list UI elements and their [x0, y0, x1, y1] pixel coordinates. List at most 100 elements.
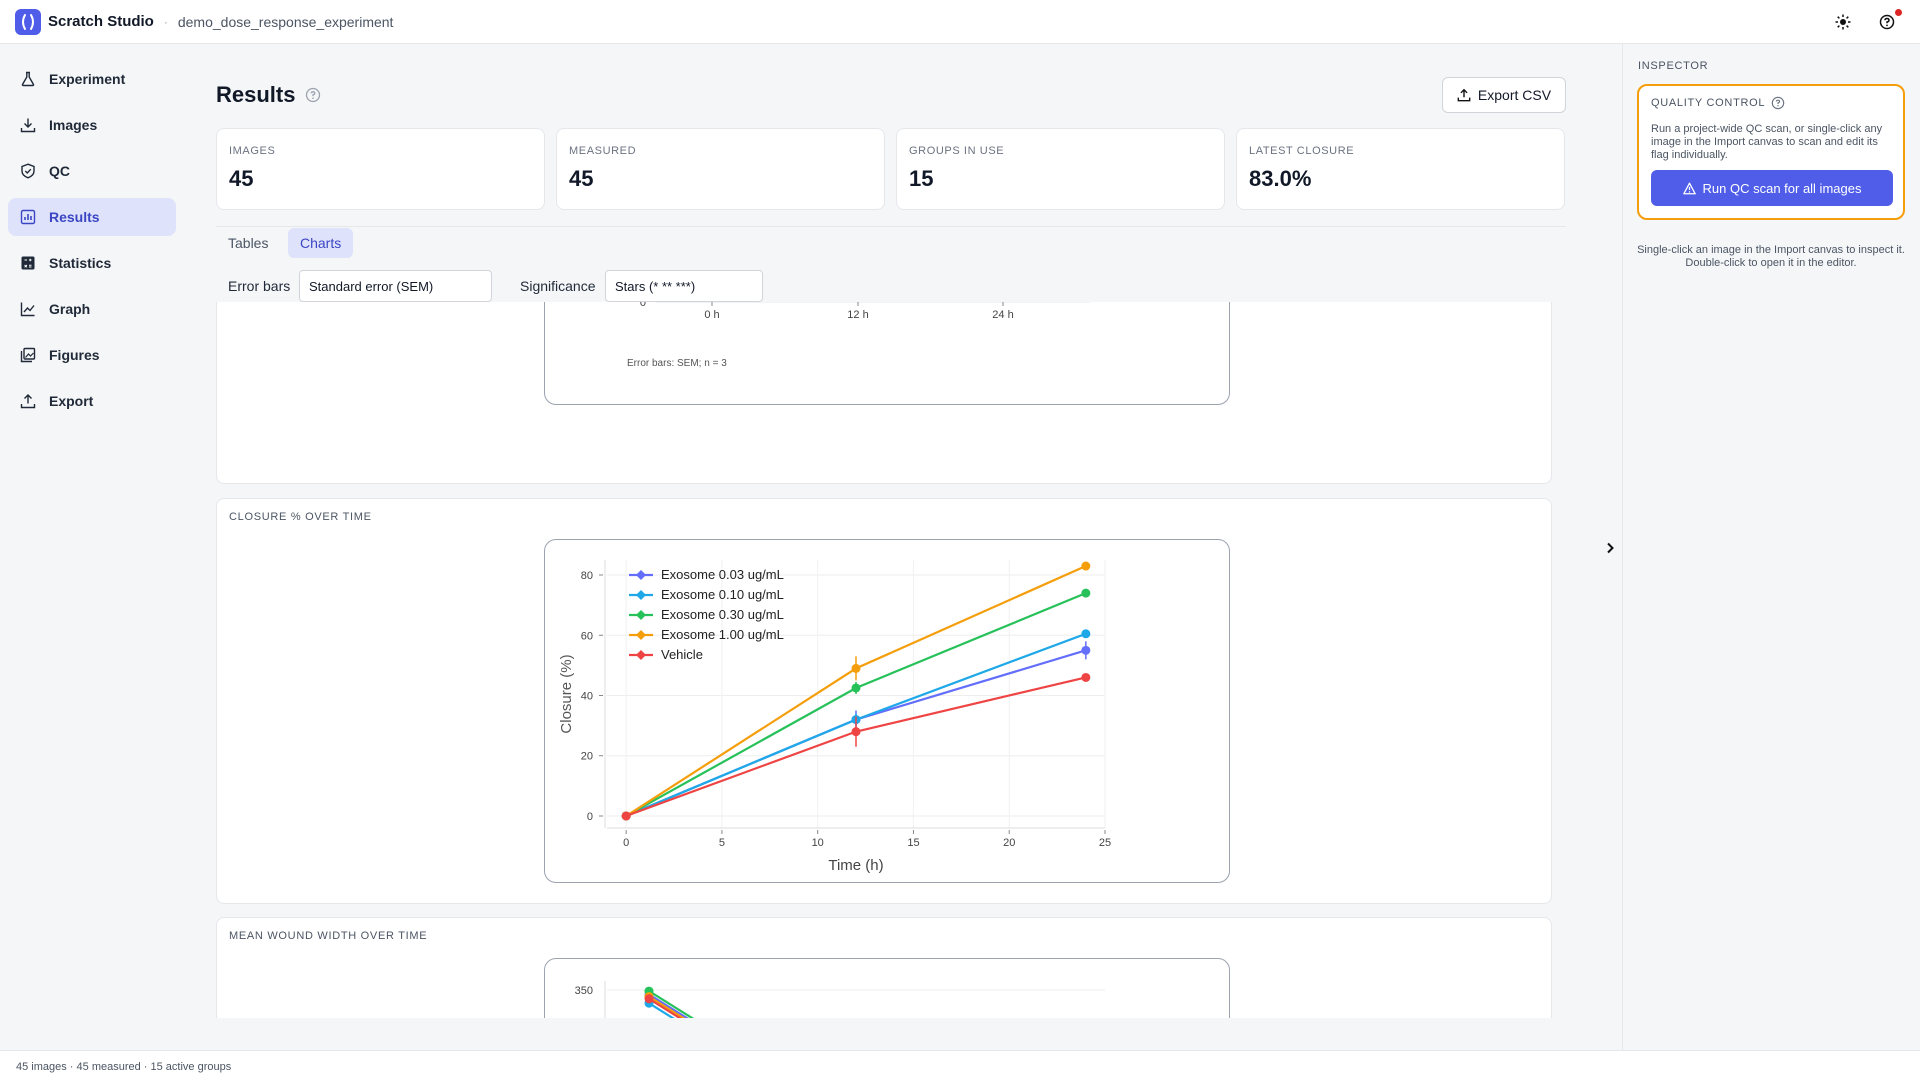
- significance-label: Significance: [520, 278, 596, 294]
- error-bars-select[interactable]: Standard error (SEM): [299, 270, 492, 302]
- export-csv-label: Export CSV: [1477, 87, 1552, 103]
- help-circle-icon[interactable]: [305, 87, 321, 103]
- nav-item-statistics[interactable]: Statistics: [8, 244, 176, 282]
- stat-label: MEASURED: [569, 145, 637, 157]
- inspector-divider: [1622, 44, 1623, 1050]
- qc-title: QUALITY CONTROL: [1651, 97, 1766, 109]
- hint-line: Single-click an image in the Import canv…: [1637, 244, 1905, 256]
- chart-title: CLOSURE % OVER TIME: [229, 511, 372, 523]
- data-point: [1081, 629, 1091, 639]
- inspector-panel: INSPECTOR QUALITY CONTROL Run a project-…: [1623, 44, 1920, 1050]
- tabs-divider: [216, 226, 1566, 227]
- bar-chart: 0200000Me0 h12 h24 h******Error bars: SE…: [627, 302, 1090, 369]
- images-icon: [20, 347, 36, 363]
- stat-card-groups: GROUPS IN USE 15: [896, 128, 1225, 210]
- main-content: Results Export CSV IMAGES 45 MEASURED 45…: [184, 44, 1623, 1050]
- series-line: [648, 993, 689, 1018]
- data-point: [1081, 645, 1091, 655]
- nav-item-results[interactable]: Results: [8, 198, 176, 236]
- closure-line-chart: 0 20 40 60 80 0 5 10 15 20 25 Time (h) Closure (%) Ex…: [558, 560, 1111, 874]
- nav-label: Figures: [49, 347, 100, 363]
- sun-icon: [1835, 14, 1851, 30]
- stat-value: 83.0%: [1249, 166, 1312, 191]
- tab-charts[interactable]: Charts: [288, 228, 354, 258]
- y-tick-label: 20: [581, 751, 593, 763]
- nav-label: QC: [49, 163, 70, 179]
- sidebar: Experiment Images QC Results Statistics …: [0, 44, 184, 1067]
- significance-select[interactable]: Stars (* ** ***): [605, 270, 763, 302]
- upload-icon: [1457, 88, 1471, 102]
- tab-tables[interactable]: Tables: [228, 235, 269, 251]
- nav-item-qc[interactable]: QC: [8, 152, 176, 190]
- x-tick-label: 5: [719, 837, 725, 849]
- nav-item-images[interactable]: Images: [8, 106, 176, 144]
- nav-item-figures[interactable]: Figures: [8, 336, 176, 374]
- status-text: 45 images · 45 measured · 15 active grou…: [16, 1061, 232, 1073]
- x-tick-label: 20: [1003, 837, 1015, 849]
- nav-label: Images: [49, 117, 98, 133]
- nav-item-export[interactable]: Export: [8, 382, 176, 420]
- bar-chart-icon: [20, 209, 36, 225]
- y-tick-label: 0: [587, 811, 593, 823]
- nav-label: Statistics: [49, 255, 112, 271]
- y-tick-label: 60: [581, 630, 593, 642]
- bar-chart-frame: 0200000Me0 h12 h24 h******Error bars: SE…: [544, 302, 1230, 405]
- nav-item-graph[interactable]: Graph: [8, 290, 176, 328]
- inspector-title: INSPECTOR: [1638, 60, 1709, 72]
- quality-control-card: QUALITY CONTROL Run a project-wide QC sc…: [1637, 84, 1905, 220]
- status-bar: 45 images · 45 measured · 15 active grou…: [0, 1050, 1920, 1080]
- legend-marker: [636, 570, 646, 580]
- legend-label: Exosome 0.10 ug/mL: [661, 587, 784, 602]
- x-tick-label: 15: [907, 837, 919, 849]
- legend-label: Exosome 0.03 ug/mL: [661, 567, 784, 582]
- data-point: [644, 994, 654, 1004]
- app-name: Scratch Studio: [48, 13, 154, 30]
- warning-triangle-icon: [1682, 182, 1696, 194]
- stat-label: LATEST CLOSURE: [1249, 145, 1355, 157]
- stat-card-measured: MEASURED 45: [556, 128, 885, 210]
- nav-label: Export: [49, 393, 94, 409]
- x-tick-label: 12 h: [847, 309, 868, 321]
- charts-scroll-area[interactable]: 0200000Me0 h12 h24 h******Error bars: SE…: [216, 302, 1566, 1018]
- legend-marker: [636, 610, 646, 620]
- series-line: [648, 1002, 675, 1018]
- project-name: demo_dose_response_experiment: [177, 13, 394, 30]
- data-point: [851, 727, 861, 737]
- app-logo-icon: [15, 8, 41, 35]
- x-tick-label: 25: [1099, 837, 1111, 849]
- x-tick-label: 0 h: [704, 309, 719, 321]
- nav-item-experiment[interactable]: Experiment: [8, 60, 176, 98]
- closure-chart-frame: 0 20 40 60 80 0 5 10 15 20 25 Time (h) Closure (%) Ex…: [544, 539, 1230, 883]
- page-title: Results: [216, 82, 296, 107]
- line-chart-icon: [20, 301, 36, 317]
- download-icon: [20, 117, 36, 133]
- legend-label: Exosome 0.30 ug/mL: [661, 607, 784, 622]
- y-tick-label: 0: [640, 302, 646, 309]
- nav-label: Graph: [49, 301, 91, 317]
- chart-card-width: MEAN WOUND WIDTH OVER TIME 350: [216, 917, 1552, 1018]
- data-point: [851, 663, 861, 673]
- export-csv-button[interactable]: Export CSV: [1442, 77, 1566, 113]
- qc-description: Run a project-wide QC scan, or single-cl…: [1651, 123, 1883, 161]
- chart-footnote: Error bars: SEM; n = 3: [627, 358, 727, 369]
- y-tick-label: 40: [581, 691, 593, 703]
- stat-label: GROUPS IN USE: [909, 145, 1005, 157]
- shield-check-icon: [20, 163, 36, 179]
- chart-title: MEAN WOUND WIDTH OVER TIME: [229, 930, 428, 942]
- stat-value: 45: [229, 166, 254, 191]
- legend-marker: [636, 590, 646, 600]
- width-line-chart: 350: [575, 981, 1105, 1018]
- hint-line: Double-click to open it in the editor.: [1685, 257, 1857, 269]
- inspector-hint: Single-click an image in the Import canv…: [1637, 244, 1905, 270]
- theme-toggle-button[interactable]: [1832, 11, 1854, 33]
- run-qc-scan-button[interactable]: Run QC scan for all images: [1651, 170, 1893, 206]
- nav-label: Results: [49, 209, 100, 225]
- data-point: [1081, 561, 1091, 571]
- width-chart-frame: 350: [544, 958, 1230, 1018]
- flask-icon: [20, 71, 36, 87]
- help-button[interactable]: [1876, 9, 1902, 33]
- toggle-inspector-button[interactable]: [1600, 538, 1620, 558]
- help-circle-icon[interactable]: [1771, 96, 1785, 110]
- nav-label: Experiment: [49, 71, 126, 87]
- x-tick-label: 0: [623, 837, 629, 849]
